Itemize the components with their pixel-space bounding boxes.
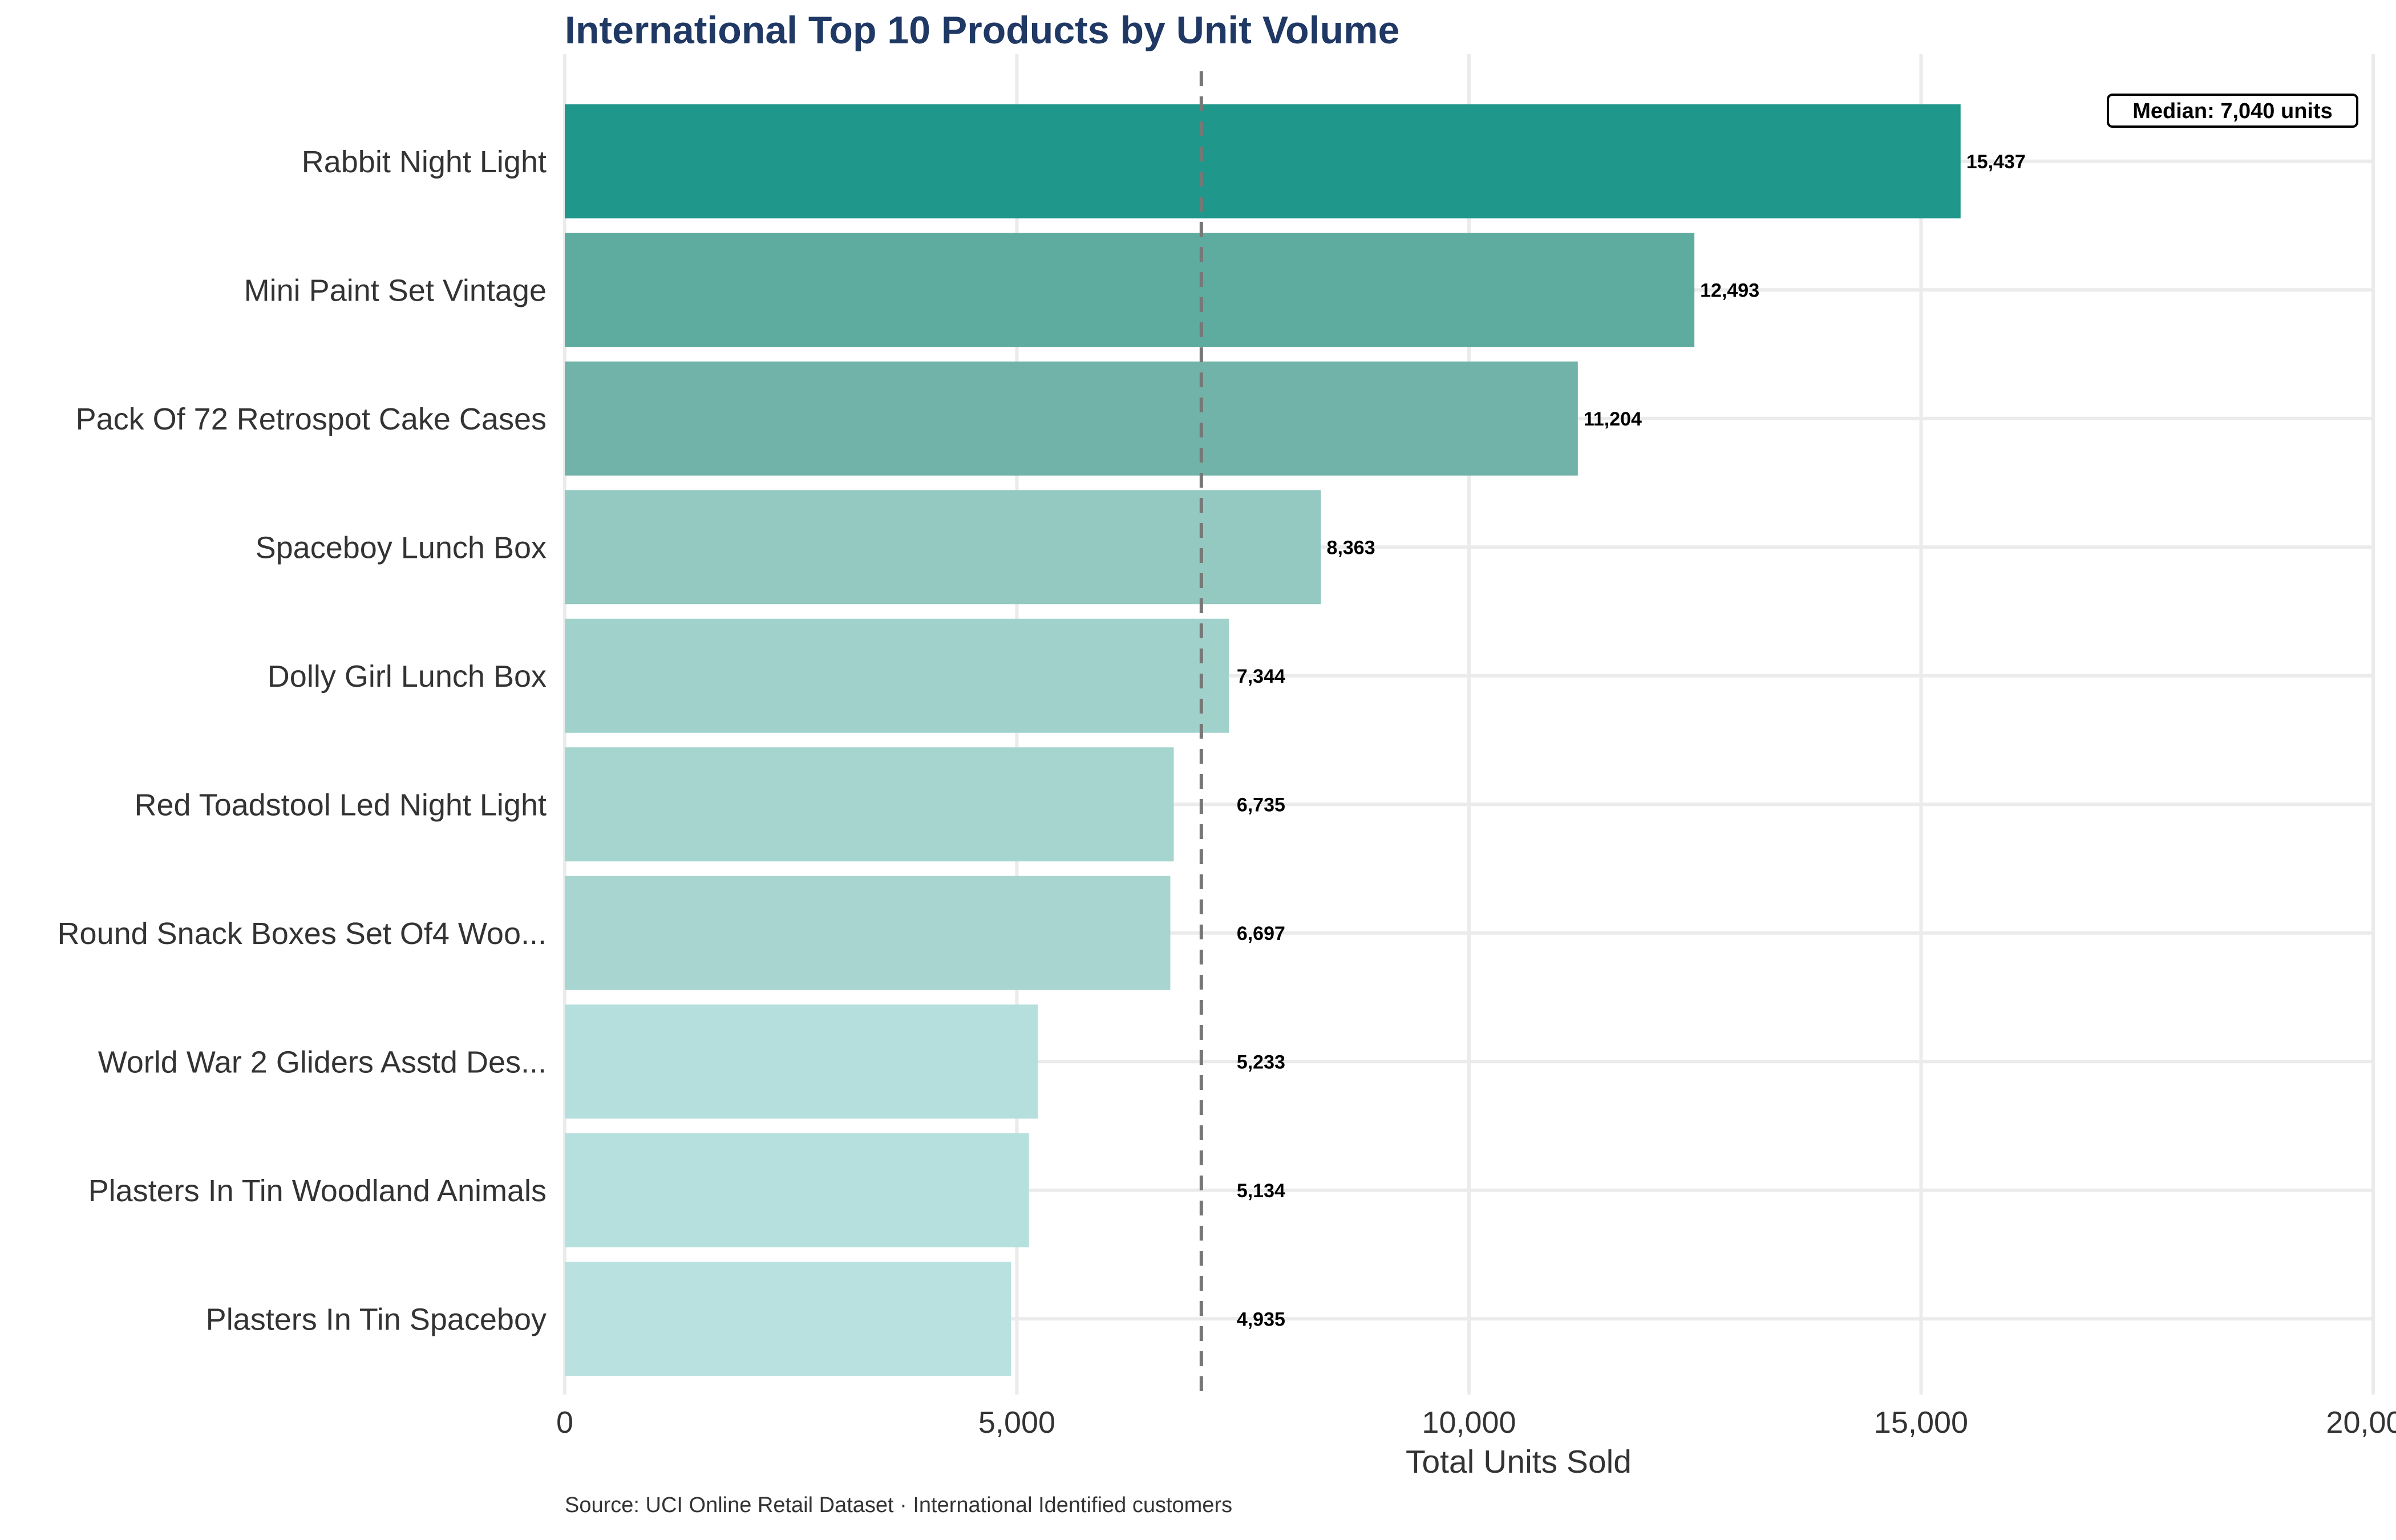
data-label: 11,204 — [1584, 408, 1642, 430]
category-label: Pack Of 72 Retrospot Cake Cases — [76, 402, 547, 436]
category-label: Dolly Girl Lunch Box — [268, 659, 547, 694]
bar — [565, 1133, 1029, 1247]
x-axis-ticks: 0 5,000 10,000 15,000 20,000 — [556, 1405, 2396, 1440]
x-tick-label: 15,000 — [1874, 1405, 1968, 1440]
category-label: World War 2 Gliders Asstd Des... — [98, 1045, 547, 1079]
data-label: 8,363 — [1327, 537, 1375, 558]
category-label: Plasters In Tin Woodland Animals — [88, 1174, 547, 1208]
bar — [565, 1262, 1011, 1376]
bar — [565, 104, 1961, 218]
x-tick-label: 5,000 — [978, 1405, 1055, 1440]
chart-title: International Top 10 Products by Unit Vo… — [565, 9, 1400, 52]
data-label: 6,697 — [1237, 923, 1285, 945]
data-label: 5,134 — [1237, 1180, 1285, 1202]
x-axis-title: Total Units Sold — [1406, 1444, 1632, 1480]
bar — [565, 876, 1171, 990]
data-label: 12,493 — [1700, 279, 1759, 301]
category-label: Red Toadstool Led Night Light — [134, 788, 547, 822]
data-label: 6,735 — [1237, 794, 1285, 816]
data-labels: 15,437 12,493 11,204 8,363 7,344 6,735 6,697 5,… — [1237, 151, 2026, 1331]
bar — [565, 361, 1578, 476]
bar — [565, 747, 1174, 862]
x-tick-label: 20,000 — [2326, 1405, 2396, 1440]
bars — [565, 104, 1961, 1376]
x-tick-label: 0 — [556, 1405, 573, 1440]
data-label: 4,935 — [1237, 1308, 1285, 1330]
category-label: Plasters In Tin Spaceboy — [206, 1302, 547, 1336]
category-label: Rabbit Night Light — [302, 145, 547, 179]
category-label: Mini Paint Set Vintage — [244, 273, 547, 307]
median-annotation-label: Median: 7,040 units — [2132, 99, 2333, 123]
median-marker: Median: 7,040 units — [1199, 71, 2358, 1392]
category-label: Round Snack Boxes Set Of4 Woo... — [58, 917, 547, 951]
source-note: Source: UCI Online Retail Dataset · Inte… — [565, 1493, 1233, 1517]
data-label: 15,437 — [1966, 151, 2026, 173]
data-label: 5,233 — [1237, 1051, 1285, 1073]
bar — [565, 233, 1695, 347]
data-label: 7,344 — [1237, 666, 1285, 687]
bar — [565, 618, 1229, 733]
x-tick-label: 10,000 — [1422, 1405, 1516, 1440]
category-labels: Rabbit Night Light Mini Paint Set Vintage… — [58, 145, 547, 1337]
bar — [565, 1004, 1038, 1119]
category-label: Spaceboy Lunch Box — [256, 530, 547, 565]
median-annotation-box — [2107, 94, 2358, 128]
bar — [565, 490, 1321, 605]
